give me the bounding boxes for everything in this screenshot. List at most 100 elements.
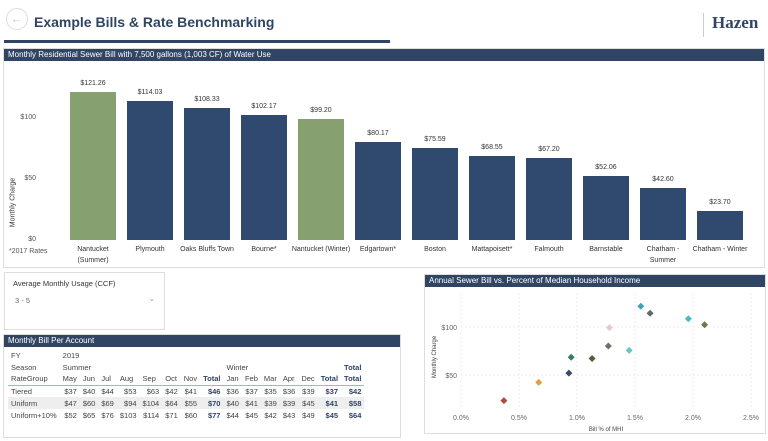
x-axis-label: Bill % of MHI [589,427,624,433]
scatter-point[interactable] [625,346,633,354]
table-cell: $40 [82,386,96,396]
table-cell: $41 [317,397,342,409]
table-cell: $36 [226,386,239,396]
bar-plot-area: $0 $50 $100 $121.26 Nantucket (Summer) $114.0… [4,49,764,267]
bar[interactable] [298,118,344,240]
bar[interactable] [70,92,116,240]
bar[interactable] [526,158,572,240]
y-tick: $0 [28,236,36,243]
table-cell: $47 [59,397,80,409]
bar-value-label: $42.60 [652,176,674,184]
bar[interactable] [241,115,287,240]
column-header: May [59,373,80,386]
scatter-point[interactable] [684,315,692,323]
x-tick-label: Chatham - Winter [692,246,748,253]
row-label: Tiered [11,386,32,396]
table-cell: $39 [279,397,299,409]
column-header: Jul [98,373,117,386]
usage-slicer: Average Monthly Usage (CCF) 3 - 5 ⌄ [4,272,165,330]
row-label: Uniform [8,397,60,409]
bar-value-label: $108.33 [194,95,220,103]
x-tick-label: Mattapoisett* [471,246,513,253]
x-tick-label: Oaks Bluffs Town [180,246,234,253]
scatter-point[interactable] [637,302,645,310]
x-tick-label: 2.0% [685,415,701,422]
bar[interactable] [355,142,401,240]
table-cell: $55 [180,397,201,409]
bar-chart-panel: Monthly Residential Sewer Bill with 7,50… [3,48,765,268]
bar-value-label: $67.20 [538,146,560,154]
bar[interactable] [469,156,515,240]
y-tick: $50 [24,175,36,182]
column-header: Nov [180,373,201,386]
x-tick-label: Boston [424,246,446,253]
scatter-point[interactable] [605,324,613,332]
y-tick-label: $50 [445,373,457,380]
bar-value-label: $75.59 [424,135,446,143]
table-cell: $49 [302,410,315,420]
table-cell: $45 [245,410,258,420]
column-header: Jan [223,373,242,386]
scatter-point[interactable] [567,353,575,361]
fy-value: 2019 [62,350,80,360]
bar[interactable] [184,107,230,240]
column-header: Mar [260,373,280,386]
table-title: Monthly Bill Per Account [4,335,400,347]
bar-value-label: $99.20 [310,106,332,114]
x-tick-label: 0.0% [453,415,469,422]
table-cell: $37 [325,386,339,396]
table-cell: $60 [184,410,198,420]
x-tick-label: Plymouth [135,246,165,253]
bar[interactable] [640,188,686,240]
season-summer: Summer [62,362,91,372]
scatter-point[interactable] [535,378,543,386]
bar[interactable] [583,176,629,240]
column-header: Total [341,373,365,386]
column-header: Aug [116,373,140,386]
x-tick-label: Barnstable [589,246,623,253]
bar-value-label: $52.06 [595,164,617,172]
bar-value-label: $102.17 [251,103,277,111]
x-tick-label: Nantucket (Summer) [77,246,109,264]
table-cell: $39 [302,386,315,396]
table-cell: $63 [146,386,160,396]
table-cell: $77 [207,410,221,420]
row-total: $64 [348,410,362,420]
bar-value-label: $68.55 [481,144,503,152]
scatter-plot: 0.0% 0.5% 1.0% 1.5% 2.0% 2.5% $50 $100 Bill % of… [432,293,759,433]
usage-dropdown[interactable]: 3 - 5 ⌄ [11,293,160,309]
bar-value-label: $23.70 [709,199,731,207]
table-cell: $60 [79,397,99,409]
bar[interactable] [127,100,173,240]
x-tick-label: Chatham - Summer [646,246,680,264]
table-cell: $41 [241,397,261,409]
chevron-down-icon: ⌄ [148,294,155,303]
table-cell: $37 [245,386,258,396]
x-tick-label: Nantucket (Winter) [291,246,351,253]
slicer-title: Average Monthly Usage (CCF) [13,279,116,288]
bar[interactable] [697,211,743,240]
scatter-point[interactable] [701,321,709,329]
table-cell: $114 [143,410,160,420]
scatter-point[interactable] [500,397,508,405]
column-header: Feb [241,373,261,386]
scatter-point[interactable] [565,369,573,377]
bar[interactable] [412,147,458,240]
table-cell: $42 [165,386,178,396]
rategroup-label: RateGroup [8,373,60,386]
table-cell: $71 [165,410,178,420]
scatter-point[interactable] [604,342,612,350]
scatter-point[interactable] [588,355,596,363]
bar-value-label: $121.26 [80,80,106,88]
table-row: Uniform+10% $52 $65 $76 $103 $114 $71 $60 $77 $44… [8,409,364,421]
column-header: Oct [162,373,181,386]
y-tick-label: $100 [441,325,457,332]
back-arrow-icon[interactable]: ← [6,8,28,30]
grand-total-header: Total [344,362,362,372]
table-row: Tiered $37 $40 $44 $53 $63 $42 $41 $46 $36 $37 $35 $… [8,385,364,397]
bar-value-label: $80.17 [367,130,389,138]
x-tick-label: Bourne* [251,246,277,253]
scatter-point[interactable] [646,309,654,317]
table-cell: $64 [162,397,181,409]
title-divider [4,40,390,43]
